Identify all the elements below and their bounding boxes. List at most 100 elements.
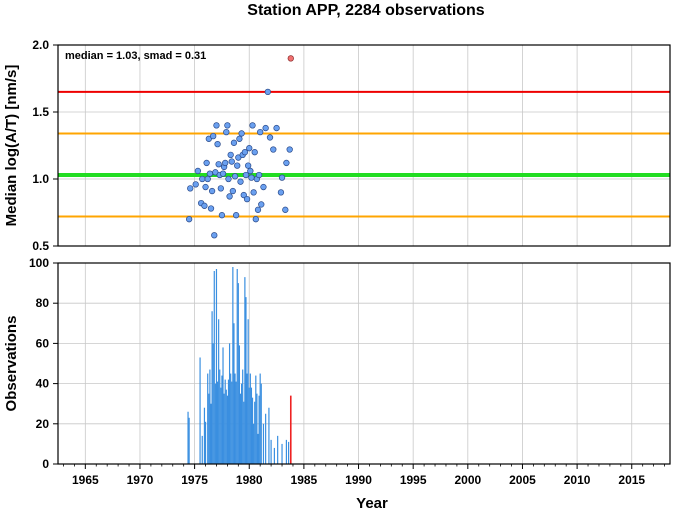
data-point	[207, 205, 215, 212]
data-point	[246, 145, 253, 152]
x-tick-label: 2015	[618, 473, 645, 487]
data-point	[218, 212, 226, 219]
data-point	[237, 178, 244, 185]
data-point	[204, 175, 211, 183]
median-panel-y-ticks: 0.5 1.0 1.5 2.0	[32, 38, 58, 253]
data-point	[240, 191, 247, 199]
x-tick-label: 1980	[236, 473, 263, 487]
data-point	[283, 159, 290, 167]
data-point	[241, 149, 249, 156]
median-panel-y-axis-title: Median log(A/T) [nm/s]	[3, 65, 20, 227]
chart-title: Station APP, 2284 observations	[247, 2, 485, 19]
median-panel-frame	[57, 44, 671, 247]
y-tick-label: 100	[29, 256, 49, 270]
x-tick-label: 1990	[345, 473, 372, 487]
data-point	[252, 216, 259, 223]
data-point	[251, 149, 258, 156]
median-smad-annotation: median = 1.03, smad = 0.31	[65, 50, 206, 62]
data-point	[206, 170, 214, 177]
data-point	[232, 212, 240, 219]
reference-lines	[58, 90, 670, 218]
data-point	[192, 181, 199, 188]
data-point	[230, 139, 238, 146]
data-point	[219, 170, 227, 177]
data-point	[214, 141, 221, 148]
data-point	[203, 159, 210, 167]
data-point	[236, 135, 243, 142]
data-point	[258, 201, 265, 208]
observations-panel: 0 20 40 60 80 100 1965 1970 1975 1980 1985 1990 199…	[3, 256, 671, 511]
x-tick-label: 1985	[291, 473, 318, 487]
y-tick-label: 0	[42, 457, 49, 471]
observations-panel-frame	[57, 262, 671, 465]
x-tick-label: 1970	[127, 473, 154, 487]
data-point	[277, 189, 285, 196]
data-point	[223, 128, 230, 136]
data-point	[187, 185, 194, 192]
observations-panel-background	[58, 263, 670, 464]
data-point	[226, 193, 233, 200]
x-axis-ticks: 1965 1970 1975 1980 1985 1990 1995 2000 2005 2010…	[63, 464, 665, 487]
data-point	[254, 206, 262, 213]
median-panel-background	[58, 45, 670, 246]
data-point	[185, 216, 193, 223]
outlier-point	[287, 55, 294, 62]
data-point	[257, 128, 264, 136]
data-point	[211, 232, 218, 239]
y-tick-label: 2.0	[32, 38, 49, 52]
scatter-points	[185, 55, 294, 239]
observations-panel-y-ticks: 0 20 40 60 80 100	[29, 256, 58, 471]
data-point	[199, 175, 206, 183]
data-point	[247, 167, 254, 175]
data-point	[249, 122, 256, 129]
data-point	[255, 171, 263, 179]
y-tick-label: 40	[36, 377, 50, 391]
x-tick-label: 1995	[400, 473, 427, 487]
data-point	[282, 206, 289, 213]
observations-panel-grid	[58, 262, 670, 465]
x-tick-label: 1965	[72, 473, 99, 487]
data-point	[234, 162, 241, 169]
data-point	[286, 146, 293, 153]
observation-bars	[187, 267, 292, 464]
y-tick-label: 80	[36, 296, 50, 310]
x-tick-label: 2000	[454, 473, 481, 487]
data-point	[231, 173, 239, 180]
data-point	[215, 161, 222, 168]
y-tick-label: 0.5	[32, 239, 49, 253]
data-point	[222, 159, 229, 167]
data-point	[243, 195, 251, 203]
data-point	[273, 124, 280, 132]
data-point	[194, 167, 202, 175]
y-tick-label: 1.0	[32, 172, 49, 186]
observations-panel-y-axis-title: Observations	[3, 316, 20, 412]
data-point	[238, 130, 245, 137]
data-point	[260, 183, 267, 191]
data-point	[201, 202, 208, 209]
data-point	[278, 174, 286, 181]
data-point	[262, 124, 269, 132]
data-point	[270, 146, 277, 153]
x-tick-label: 2010	[564, 473, 591, 487]
x-tick-label: 2005	[509, 473, 536, 487]
data-point	[242, 171, 250, 179]
data-point	[264, 88, 271, 96]
median-panel: 0.51.01.52.0 median = 1.03, smad = 0.31 …	[3, 38, 671, 253]
y-tick-label: 20	[36, 417, 50, 431]
data-point	[248, 174, 255, 181]
data-point	[208, 187, 216, 195]
data-point	[228, 158, 235, 165]
data-point	[210, 132, 217, 140]
data-point	[229, 187, 237, 195]
data-point	[217, 185, 224, 192]
y-tick-label: 1.5	[32, 105, 49, 119]
data-point	[266, 134, 274, 141]
data-point	[224, 122, 231, 129]
y-tick-label: 60	[36, 336, 50, 350]
data-point	[245, 162, 252, 169]
data-point	[227, 151, 234, 159]
data-point	[213, 122, 220, 129]
x-axis-title: Year	[356, 495, 388, 511]
x-tick-label: 1975	[181, 473, 208, 487]
